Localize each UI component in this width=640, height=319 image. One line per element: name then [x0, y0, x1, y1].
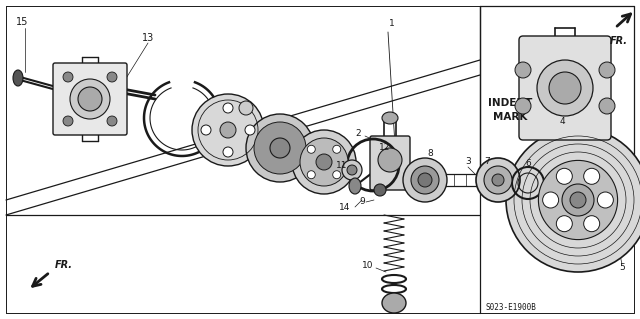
Text: 11: 11	[336, 160, 348, 169]
Text: S023-E1900B: S023-E1900B	[486, 303, 537, 313]
Text: 2: 2	[355, 129, 361, 137]
Text: 9: 9	[359, 197, 365, 206]
Ellipse shape	[192, 94, 264, 166]
Ellipse shape	[378, 148, 402, 172]
Ellipse shape	[418, 173, 432, 187]
Ellipse shape	[556, 168, 572, 184]
Text: 4: 4	[559, 117, 565, 127]
Ellipse shape	[543, 192, 559, 208]
Ellipse shape	[63, 116, 73, 126]
Ellipse shape	[307, 145, 316, 153]
Text: 6: 6	[525, 159, 531, 167]
Ellipse shape	[292, 130, 356, 194]
Ellipse shape	[245, 125, 255, 135]
Text: 7: 7	[484, 158, 490, 167]
Ellipse shape	[107, 116, 117, 126]
Text: 8: 8	[427, 150, 433, 159]
Ellipse shape	[556, 216, 572, 232]
Ellipse shape	[13, 70, 23, 86]
Ellipse shape	[239, 101, 253, 115]
Ellipse shape	[537, 60, 593, 116]
Ellipse shape	[476, 158, 520, 202]
Ellipse shape	[515, 62, 531, 78]
Ellipse shape	[223, 103, 233, 113]
Ellipse shape	[584, 168, 600, 184]
Ellipse shape	[347, 165, 357, 175]
Ellipse shape	[201, 125, 211, 135]
FancyBboxPatch shape	[370, 136, 410, 190]
FancyBboxPatch shape	[53, 63, 127, 135]
Ellipse shape	[599, 98, 615, 114]
Text: FR.: FR.	[610, 36, 628, 46]
Ellipse shape	[342, 160, 362, 180]
Ellipse shape	[492, 174, 504, 186]
Text: 5: 5	[619, 263, 625, 272]
Ellipse shape	[411, 166, 439, 194]
Ellipse shape	[382, 293, 406, 313]
Ellipse shape	[220, 122, 236, 138]
Ellipse shape	[333, 171, 340, 179]
Ellipse shape	[349, 178, 361, 194]
Ellipse shape	[403, 158, 447, 202]
Ellipse shape	[107, 72, 117, 82]
Text: 12: 12	[380, 144, 390, 152]
Ellipse shape	[300, 138, 348, 186]
Ellipse shape	[382, 112, 398, 124]
Text: FR.: FR.	[55, 260, 73, 270]
Ellipse shape	[316, 154, 332, 170]
Text: 13: 13	[142, 33, 154, 43]
Ellipse shape	[570, 192, 586, 208]
Ellipse shape	[484, 166, 512, 194]
Ellipse shape	[506, 128, 640, 272]
Ellipse shape	[562, 184, 594, 216]
Ellipse shape	[246, 114, 314, 182]
Ellipse shape	[307, 171, 316, 179]
Text: 3: 3	[465, 158, 471, 167]
Text: 14: 14	[339, 203, 351, 211]
Text: 1: 1	[389, 19, 395, 28]
Ellipse shape	[584, 216, 600, 232]
Ellipse shape	[254, 122, 306, 174]
Text: 15: 15	[16, 17, 28, 27]
Ellipse shape	[549, 72, 581, 104]
Text: INDENT
MARK: INDENT MARK	[488, 98, 532, 122]
Ellipse shape	[78, 87, 102, 111]
Ellipse shape	[333, 145, 340, 153]
Ellipse shape	[63, 72, 73, 82]
Ellipse shape	[599, 62, 615, 78]
FancyBboxPatch shape	[519, 36, 611, 140]
Ellipse shape	[70, 79, 110, 119]
Ellipse shape	[515, 98, 531, 114]
Text: 10: 10	[362, 261, 374, 270]
Ellipse shape	[374, 184, 386, 196]
Ellipse shape	[270, 138, 290, 158]
Ellipse shape	[223, 147, 233, 157]
Ellipse shape	[597, 192, 613, 208]
Ellipse shape	[538, 160, 618, 240]
